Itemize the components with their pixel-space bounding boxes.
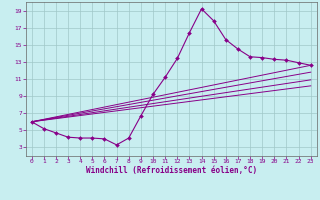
- X-axis label: Windchill (Refroidissement éolien,°C): Windchill (Refroidissement éolien,°C): [86, 166, 257, 175]
